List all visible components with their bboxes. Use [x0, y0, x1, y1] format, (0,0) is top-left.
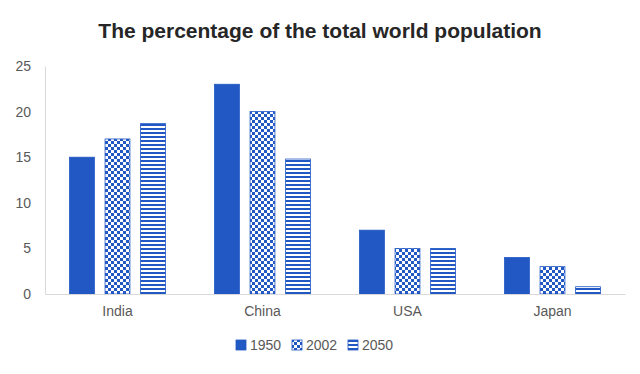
y-axis: 0 5 10 15 20 25 [15, 58, 45, 302]
legend-swatch [292, 340, 302, 350]
x-axis-line [46, 294, 626, 295]
bar [395, 248, 420, 294]
x-tick: USA [393, 294, 422, 319]
y-axis-line [45, 67, 46, 295]
legend-swatch [348, 340, 358, 350]
legend-swatch [236, 340, 246, 350]
chart-title: The percentage of the total world popula… [98, 19, 541, 42]
chart: The percentage of the total world popula… [0, 0, 640, 374]
y-tick: 25 [15, 58, 45, 74]
x-axis: India China USA Japan [46, 294, 626, 319]
y-tick-label: 20 [15, 104, 31, 120]
y-tick-label: 25 [15, 58, 31, 74]
bar [70, 157, 95, 294]
bar [431, 248, 456, 294]
y-tick-label: 5 [23, 240, 31, 256]
y-tick: 20 [15, 104, 45, 120]
legend-label: 2050 [362, 337, 393, 353]
x-tick: India [102, 294, 133, 319]
legend: 1950 2002 2050 [236, 337, 393, 353]
bar [105, 139, 130, 294]
y-tick: 0 [23, 286, 45, 302]
bar [540, 267, 565, 294]
x-tick-label: USA [393, 303, 422, 319]
bars [70, 84, 601, 294]
y-tick-label: 10 [15, 195, 31, 211]
x-tick-label: China [244, 303, 281, 319]
bar [286, 159, 311, 294]
bar [576, 287, 601, 294]
legend-label: 1950 [250, 337, 281, 353]
x-tick-label: India [102, 303, 133, 319]
x-tick: Japan [533, 294, 571, 319]
y-tick-label: 0 [23, 286, 31, 302]
y-tick: 5 [23, 240, 45, 256]
bar [141, 123, 166, 294]
x-tick: China [244, 294, 281, 319]
bar [215, 84, 240, 294]
legend-label: 2002 [306, 337, 337, 353]
bar [250, 112, 275, 294]
y-tick-label: 15 [15, 149, 31, 165]
y-tick: 10 [15, 195, 45, 211]
x-tick-label: Japan [533, 303, 571, 319]
bar [360, 230, 385, 294]
y-tick: 15 [15, 149, 45, 165]
bar [505, 258, 530, 294]
